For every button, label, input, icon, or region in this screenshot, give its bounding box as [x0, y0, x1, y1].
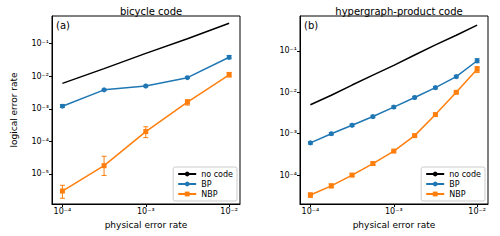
- svg-text:10⁻²: 10⁻²: [31, 72, 49, 81]
- svg-text:10⁻⁴: 10⁻⁴: [302, 207, 320, 216]
- svg-text:10⁻¹: 10⁻¹: [279, 46, 297, 55]
- svg-text:no code: no code: [201, 170, 233, 179]
- svg-text:10⁻³: 10⁻³: [385, 207, 403, 216]
- svg-text:physical error rate: physical error rate: [353, 220, 436, 230]
- svg-text:logical error rate: logical error rate: [9, 72, 19, 147]
- svg-text:physical error rate: physical error rate: [105, 220, 188, 230]
- svg-text:10⁻⁴: 10⁻⁴: [54, 207, 72, 216]
- svg-text:NBP: NBP: [201, 190, 217, 199]
- svg-text:bicycle code: bicycle code: [120, 6, 182, 17]
- svg-text:10⁻³: 10⁻³: [279, 129, 297, 138]
- svg-text:10⁻³: 10⁻³: [31, 104, 49, 113]
- svg-text:(b): (b): [304, 20, 318, 31]
- svg-text:BP: BP: [201, 180, 211, 189]
- svg-text:(a): (a): [56, 20, 70, 31]
- svg-text:10⁻⁴: 10⁻⁴: [31, 137, 49, 146]
- svg-text:10⁻²: 10⁻²: [279, 88, 297, 97]
- svg-text:10⁻²: 10⁻²: [468, 207, 486, 216]
- svg-text:10⁻³: 10⁻³: [137, 207, 155, 216]
- svg-text:hypergraph-product code: hypergraph-product code: [335, 6, 462, 17]
- svg-text:NBP: NBP: [449, 190, 465, 199]
- svg-text:10⁻⁵: 10⁻⁵: [31, 169, 49, 178]
- svg-text:BP: BP: [449, 180, 459, 189]
- svg-text:10⁻⁴: 10⁻⁴: [279, 171, 297, 180]
- svg-text:10⁻²: 10⁻²: [220, 207, 238, 216]
- svg-text:no code: no code: [449, 170, 481, 179]
- svg-text:10⁻¹: 10⁻¹: [31, 39, 49, 48]
